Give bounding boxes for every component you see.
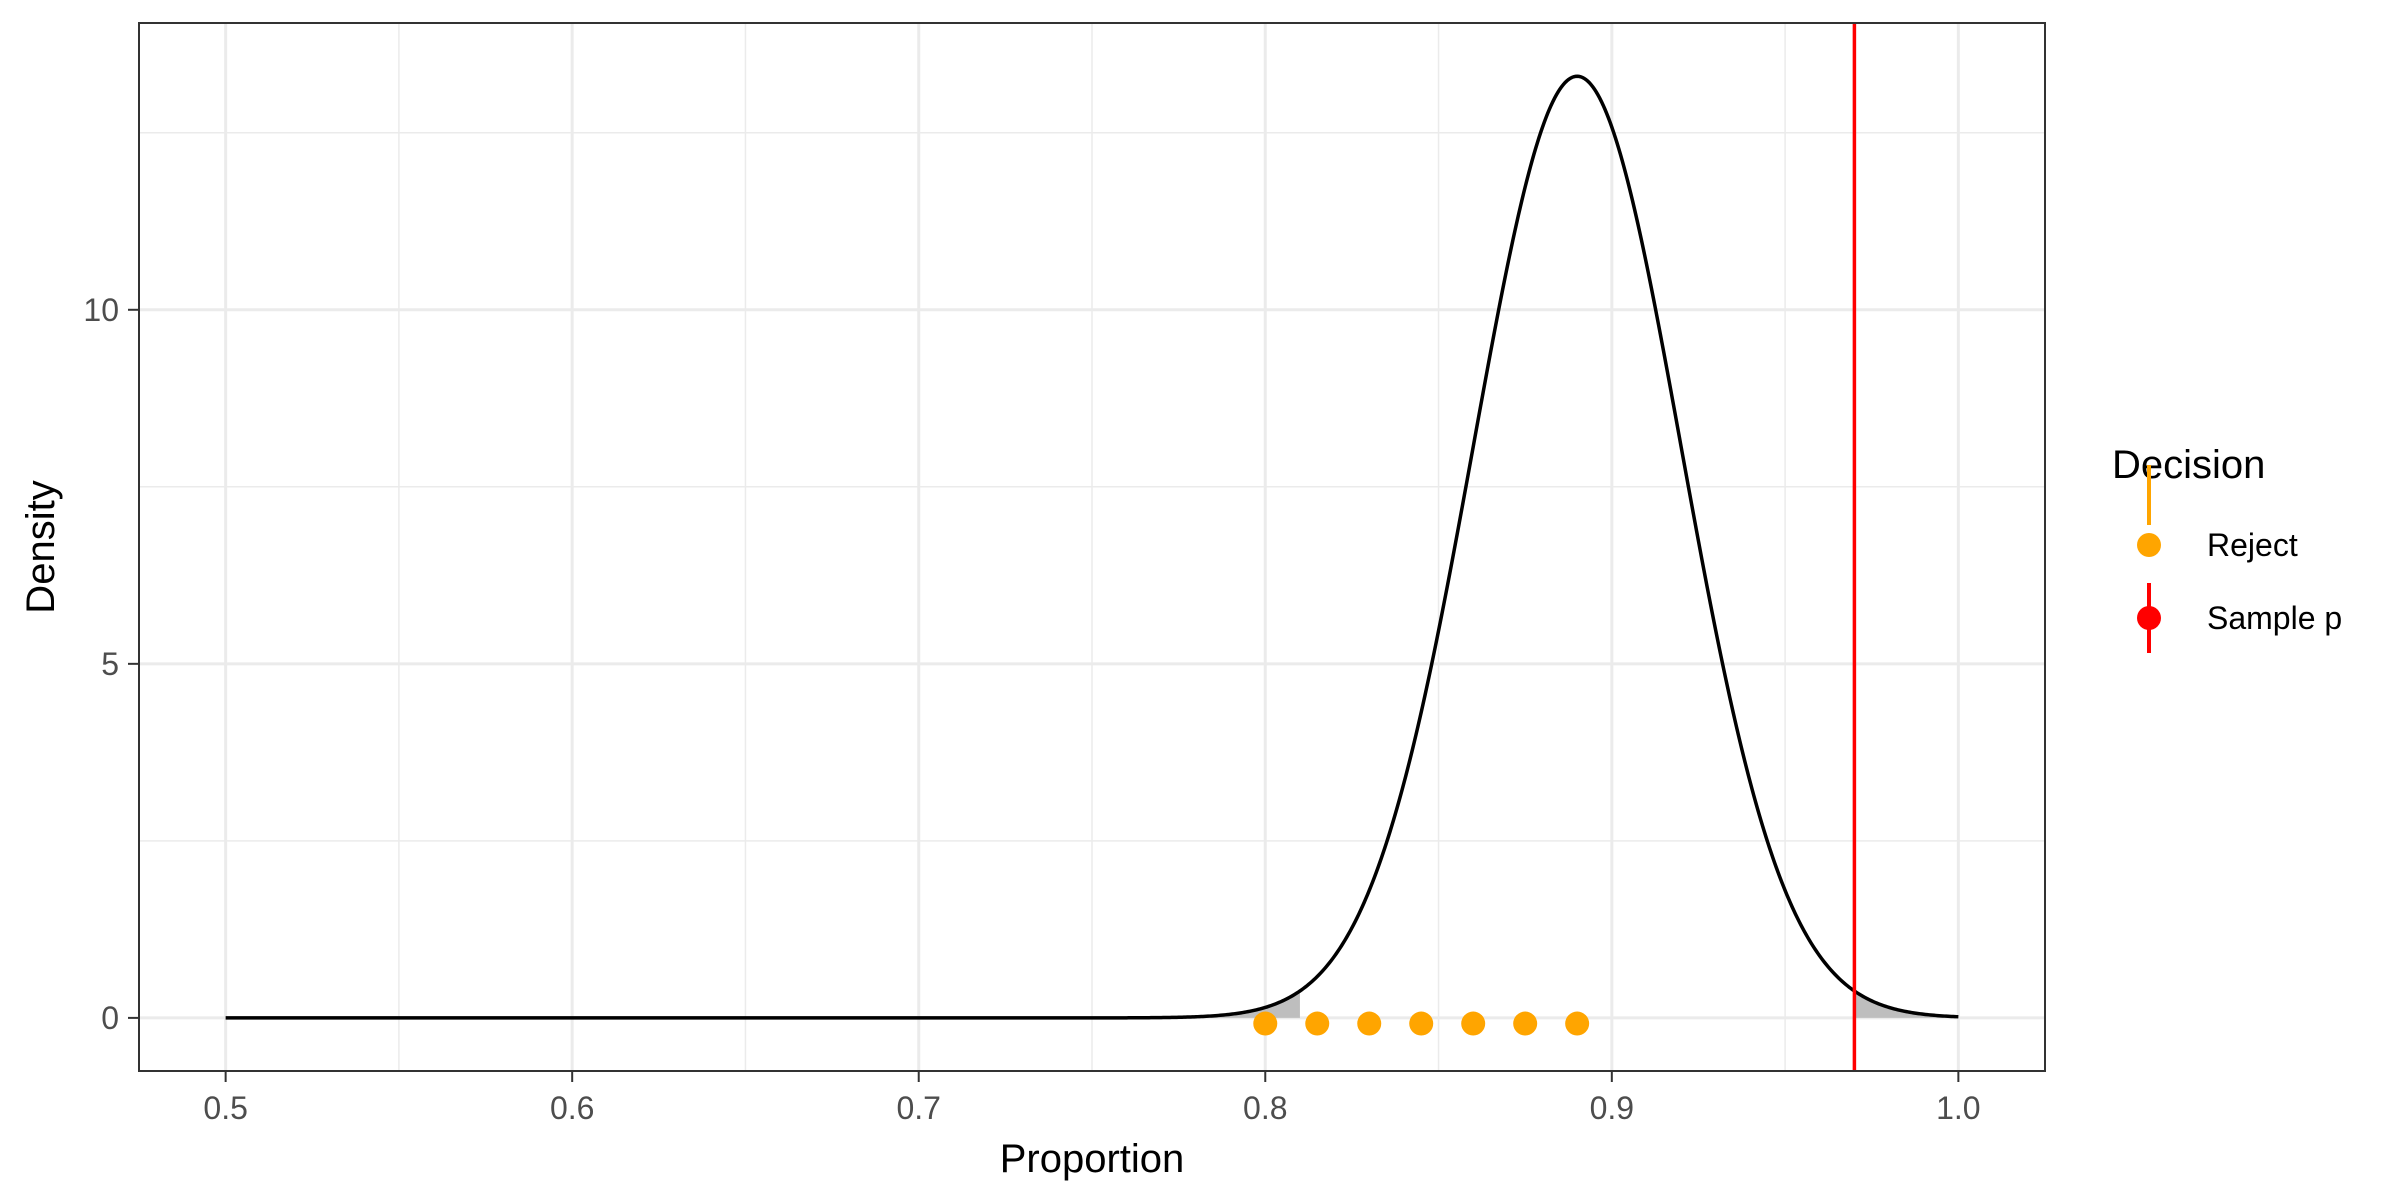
shaded-tails [225,990,1959,1018]
density-curve-layer [225,74,1959,1020]
x-tick-label: 0.8 [1243,1090,1287,1126]
reject-point [1461,1011,1486,1036]
y-axis-title: Density [19,480,63,613]
legend: Decision Reject Sample p [2112,443,2342,653]
x-tick-label: 0.5 [203,1090,247,1126]
legend-label-sample-p: Sample p [2207,600,2342,636]
x-tick-label: 0.7 [896,1090,940,1126]
legend-entry-reject: Reject [2137,465,2298,563]
reject-points-layer [1253,1011,1590,1036]
reject-point [1305,1011,1330,1036]
y-tick-label: 10 [83,292,119,328]
legend-entry-sample-p: Sample p [2137,583,2342,653]
legend-key-sample-p-dot [2137,606,2161,630]
reject-point [1357,1011,1382,1036]
x-axis-ticks: 0.5 0.6 0.7 0.8 0.9 1.0 [203,1071,1981,1126]
plot-panel-border [138,22,2046,1072]
density-curve [225,74,1959,1020]
y-axis-ticks: 0 5 10 [83,292,139,1036]
reject-point [1253,1011,1278,1036]
x-tick-label: 0.6 [550,1090,594,1126]
y-tick-label: 0 [101,1000,119,1036]
y-tick-label: 5 [101,646,119,682]
x-tick-label: 1.0 [1936,1090,1980,1126]
legend-key-reject-dot [2137,533,2161,557]
legend-label-reject: Reject [2207,527,2298,563]
reject-point [1409,1011,1434,1036]
x-axis-title: Proportion [1000,1137,1185,1181]
reject-point [1565,1011,1590,1036]
legend-title: Decision [2112,443,2265,487]
shaded-tail-1 [1854,990,1959,1018]
x-tick-label: 0.9 [1590,1090,1634,1126]
reject-point [1513,1011,1538,1036]
